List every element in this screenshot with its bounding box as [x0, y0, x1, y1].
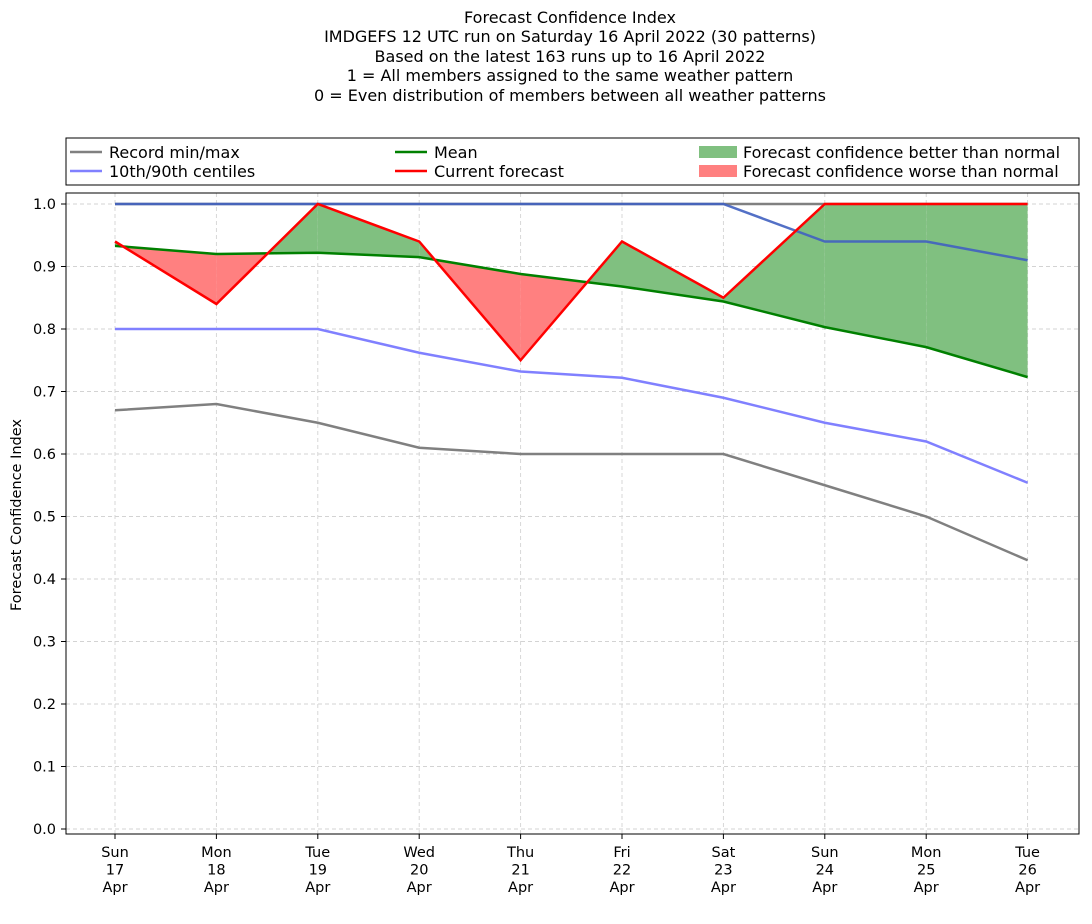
title-line-3: Based on the latest 163 runs up to 16 Ap… [374, 46, 766, 66]
x-tick-label-0-1: 17 [106, 863, 124, 879]
y-tick-label-6: 0.6 [33, 447, 56, 463]
x-tick-label-1-1: 18 [207, 863, 225, 879]
x-axis-ticks: Sun17AprMon18AprTue19AprWed20AprThu21Apr… [101, 834, 1040, 896]
x-tick-label-6-0: Sat [712, 845, 736, 861]
x-tick-label-2-0: Tue [304, 845, 330, 861]
y-tick-label-8: 0.8 [33, 322, 56, 338]
fill-better-2 [317, 204, 420, 258]
title-line-1: Forecast Confidence Index [464, 8, 676, 27]
x-tick-label-3-1: 20 [410, 863, 428, 879]
x-tick-label-9-0: Tue [1014, 845, 1040, 861]
x-tick-label-7-2: Apr [812, 880, 837, 896]
x-tick-label-2-2: Apr [305, 880, 330, 896]
x-tick-label-1-2: Apr [204, 880, 229, 896]
y-tick-label-0: 0.0 [33, 822, 56, 838]
y-axis-label: Forecast Confidence Index [9, 419, 25, 611]
y-tick-label-5: 0.5 [33, 510, 56, 526]
y-tick-label-10: 1.0 [33, 197, 56, 213]
x-tick-label-7-0: Sun [811, 845, 839, 861]
legend-label-current: Current forecast [434, 162, 564, 181]
x-tick-label-4-0: Thu [506, 845, 534, 861]
x-tick-label-1-0: Mon [201, 845, 232, 861]
x-tick-label-9-2: Apr [1015, 880, 1040, 896]
x-tick-label-0-2: Apr [102, 880, 127, 896]
legend-label-worse: Forecast confidence worse than normal [743, 162, 1059, 181]
y-tick-label-3: 0.3 [33, 635, 56, 651]
title-line-4: 1 = All members assigned to the same wea… [346, 66, 794, 86]
x-tick-label-5-2: Apr [609, 880, 634, 896]
x-tick-label-6-1: 23 [714, 863, 732, 879]
confidence-fills [115, 204, 1028, 378]
x-tick-label-4-2: Apr [508, 880, 533, 896]
legend-label-better: Forecast confidence better than normal [743, 143, 1060, 162]
legend: Record min/max 10th/90th centiles Mean C… [65, 137, 1080, 186]
legend-patch-better [699, 146, 737, 158]
x-tick-label-7-1: 24 [816, 863, 834, 879]
line-current-forecast [114, 202, 1028, 363]
x-tick-label-6-2: Apr [711, 880, 736, 896]
y-tick-label-1: 0.1 [33, 760, 56, 776]
y-axis-ticks: 0.0 0.1 0.2 0.3 0.4 0.5 0.6 0.7 0.8 0.9 1.0 [33, 197, 66, 838]
y-tick-label-2: 0.2 [33, 697, 56, 713]
x-tick-label-5-1: 22 [613, 863, 631, 879]
y-tick-label-4: 0.4 [33, 572, 56, 588]
x-tick-label-2-1: 19 [309, 863, 327, 879]
legend-label-record: Record min/max [109, 143, 240, 162]
legend-patch-worse [699, 165, 737, 177]
series-lines [114, 202, 1029, 562]
title-line-5: 0 = Even distribution of members between… [313, 85, 827, 105]
legend-frame [65, 137, 1080, 186]
x-tick-label-4-1: 21 [511, 863, 529, 879]
fill-better-6 [723, 204, 825, 328]
plot-frame [65, 192, 1080, 835]
chart-title: Forecast Confidence Index IMDGEFS 12 UTC… [0, 8, 1092, 105]
legend-label-centiles: 10th/90th centiles [109, 162, 255, 181]
x-tick-label-8-0: Mon [911, 845, 942, 861]
y-tick-label-9: 0.9 [33, 260, 56, 276]
x-tick-label-8-2: Apr [914, 880, 939, 896]
legend-label-mean: Mean [434, 143, 478, 162]
x-tick-label-3-0: Wed [403, 845, 435, 861]
x-tick-label-9-1: 26 [1018, 863, 1036, 879]
line-record-min [114, 402, 1029, 562]
line-centile-10 [115, 327, 1029, 484]
x-tick-label-3-2: Apr [407, 880, 432, 896]
line-centile-90 [115, 202, 1028, 262]
x-tick-label-0-0: Sun [101, 845, 129, 861]
x-tick-label-8-1: 25 [917, 863, 935, 879]
fill-better-7 [824, 204, 927, 348]
fill-worse-4a [520, 274, 588, 361]
title-line-2: IMDGEFS 12 UTC run on Saturday 16 April … [324, 27, 816, 47]
y-tick-label-7: 0.7 [33, 385, 56, 401]
x-tick-label-5-0: Fri [613, 845, 630, 861]
